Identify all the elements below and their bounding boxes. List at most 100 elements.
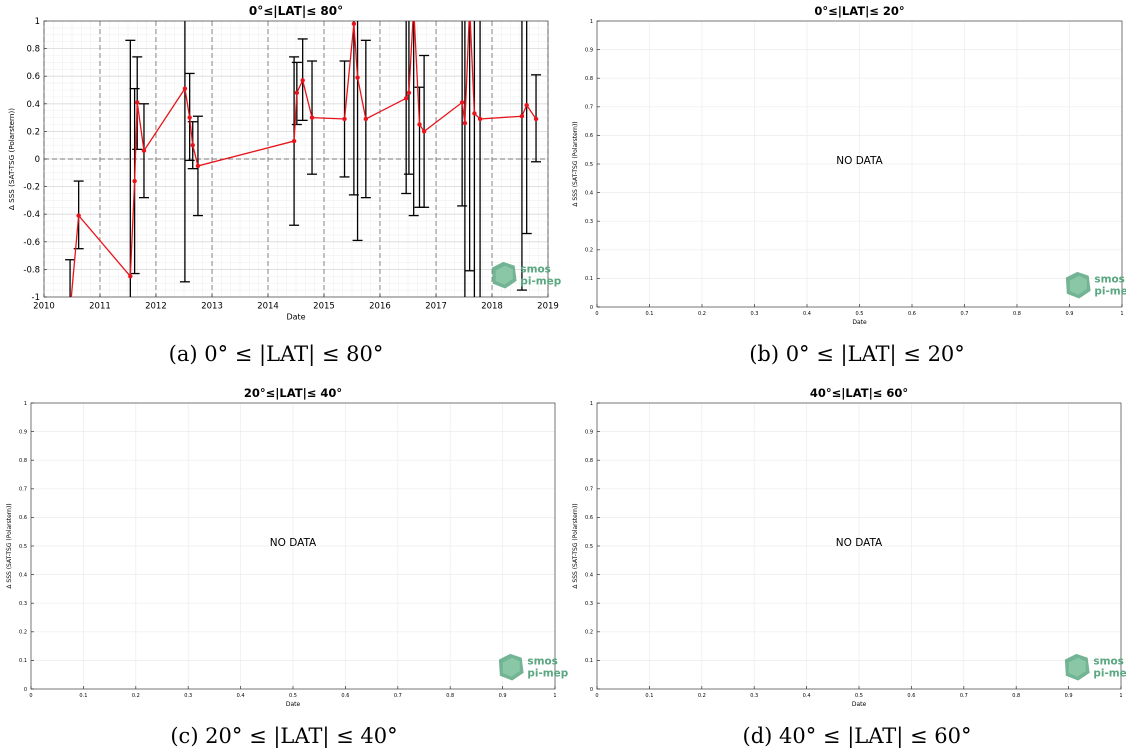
x-tick-label: 0.7 [394, 693, 402, 699]
chart-panel-c: 0 0.1 0.2 0.3 0.4 0.5 0.6 0.7 0.8 0.9 1 0 0.1 0.2 0.3 0… [0, 382, 568, 712]
data-point [291, 138, 297, 144]
caption-b: (b) 0° ≤ |LAT| ≤ 20° [749, 342, 965, 366]
y-tick-label: 0.5 [585, 162, 593, 168]
y-tick-label: 0.2 [26, 127, 40, 137]
x-axis-label: Date [286, 701, 301, 708]
chart-title: 0°≤|LAT|≤ 80° [249, 4, 343, 18]
y-tick-label: 0.9 [585, 429, 593, 435]
y-tick-label: 0.5 [19, 544, 27, 550]
y-tick-label: 0.8 [26, 45, 40, 55]
y-tick-label: 0.2 [19, 630, 27, 636]
data-point [300, 78, 305, 83]
y-tick-label: 0.3 [19, 601, 27, 607]
x-tick-label: 0.4 [237, 693, 245, 699]
x-tick-label: 0.5 [289, 693, 297, 699]
no-data-annotation: NO DATA [270, 537, 317, 549]
x-tick-label: 2010 [33, 302, 55, 312]
caption-d: (d) 40° ≤ |LAT| ≤ 60° [742, 724, 972, 748]
x-tick-label: 1 [553, 693, 556, 699]
y-tick-label: 0.6 [585, 133, 593, 139]
data-point [182, 86, 188, 91]
logo-mark-inner-icon [502, 657, 520, 677]
y-tick-label: -1 [32, 293, 40, 303]
data-point [417, 122, 422, 127]
x-tick-label: 2014 [257, 302, 279, 312]
logo-text-top: smos [1094, 273, 1124, 285]
data-point [355, 75, 360, 80]
y-axis-label: Δ SSS (SAT-TSG (Polarstern)) [7, 108, 16, 210]
logo-text-top: smos [520, 263, 550, 275]
x-tick-label: 0.2 [698, 693, 706, 699]
x-tick-label: 0.8 [1013, 311, 1021, 317]
x-tick-label: 0.6 [908, 311, 916, 317]
y-tick-label: 0.7 [585, 487, 593, 493]
caption-c: (c) 20° ≤ |LAT| ≤ 40° [170, 724, 398, 748]
x-tick-label: 0.4 [803, 311, 811, 317]
y-tick-label: 0 [24, 687, 27, 693]
data-point [128, 274, 133, 279]
data-point [195, 163, 201, 169]
y-tick-label: 0.1 [19, 658, 27, 664]
x-tick-label: 0 [595, 693, 598, 699]
y-tick-label: 0.6 [19, 515, 27, 521]
x-tick-label: 0.3 [750, 693, 758, 699]
y-tick-label: 0.4 [26, 100, 40, 110]
data-point [141, 148, 147, 153]
chart-b-svg: 0 0.1 0.2 0.3 0.4 0.5 0.6 0.7 0.8 0.9 1 0 0.1 0.2 0.3 0… [572, 4, 1126, 326]
y-tick-label: 0.2 [585, 630, 593, 636]
y-tick-label: 0.2 [585, 248, 593, 254]
y-tick-label: 0.4 [585, 190, 593, 196]
x-tick-label: 0 [595, 311, 598, 317]
y-tick-label: -0.6 [23, 238, 40, 248]
logo-text-bottom: pi-mep [520, 276, 561, 288]
grid [596, 20, 1123, 308]
y-axis-label: Δ SSS (SAT-TSG (Polarstern)) [572, 121, 579, 206]
x-tick-label: 0.6 [907, 693, 915, 699]
x-tick-label: 2019 [537, 302, 559, 312]
y-tick-label: 0.9 [19, 429, 27, 435]
x-tick-label: 0.5 [856, 311, 864, 317]
data-point [421, 129, 427, 134]
data-point [351, 21, 357, 26]
x-tick-label: 0.6 [341, 693, 349, 699]
y-tick-label: 0.5 [585, 544, 593, 550]
logo-text-top: smos [1093, 655, 1123, 667]
x-tick-label: 0.1 [645, 693, 653, 699]
y-tick-label: 0.4 [585, 572, 593, 578]
y-tick-label: 1 [24, 401, 27, 407]
chart-panel-a: 2010 2011 2012 2013 2014 2015 2016 2017 2018 2019… [0, 0, 561, 330]
x-tick-label: 0.8 [1012, 693, 1020, 699]
x-tick-label: 2018 [481, 302, 503, 312]
caption-a: (a) 0° ≤ |LAT| ≤ 80° [168, 342, 384, 366]
data-point [190, 143, 195, 148]
data-point [519, 114, 525, 119]
x-tick-label: 0.9 [1065, 693, 1073, 699]
data-point [459, 100, 465, 105]
y-axis-label: Δ SSS (SAT-TSG (Polarstern)) [572, 503, 579, 588]
chart-panel-b: 0 0.1 0.2 0.3 0.4 0.5 0.6 0.7 0.8 0.9 1 0 0.1 0.2 0.3 0… [566, 0, 1126, 330]
data-point [342, 116, 347, 122]
data-point [403, 96, 409, 101]
x-tick-label: 0.9 [1066, 311, 1074, 317]
y-tick-label: 0.7 [19, 487, 27, 493]
x-tick-label: 2011 [89, 302, 111, 312]
data-point [132, 178, 137, 184]
y-tick-label: 0.4 [19, 572, 27, 578]
y-tick-label: 0.9 [585, 47, 593, 53]
y-tick-label: 0.8 [585, 458, 593, 464]
data-point [462, 120, 468, 126]
y-tick-label: 0.6 [585, 515, 593, 521]
x-tick-label: 2012 [145, 302, 167, 312]
y-tick-label: 0.8 [19, 458, 27, 464]
x-axis-label: Date [852, 319, 867, 326]
x-tick-label: 0.2 [132, 693, 140, 699]
x-tick-label: 0.1 [79, 693, 87, 699]
y-axis-label: Δ SSS (SAT-TSG (Polarstern)) [6, 503, 13, 588]
x-tick-label: 2016 [369, 302, 391, 312]
chart-title: 40°≤|LAT|≤ 60° [810, 386, 908, 400]
data-point [68, 309, 72, 313]
no-data-annotation: NO DATA [836, 155, 883, 167]
y-tick-label: 0.7 [585, 105, 593, 111]
